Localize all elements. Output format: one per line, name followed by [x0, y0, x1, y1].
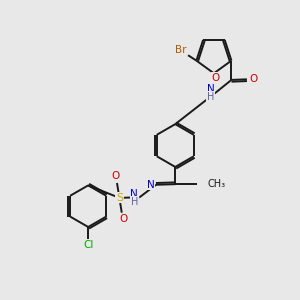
- Text: Cl: Cl: [83, 240, 93, 250]
- Text: S: S: [116, 193, 123, 203]
- Text: H: H: [207, 92, 214, 102]
- Text: H: H: [130, 197, 138, 207]
- Text: N: N: [207, 84, 214, 94]
- Text: N: N: [130, 189, 138, 199]
- Text: Br: Br: [175, 45, 186, 55]
- Text: O: O: [111, 172, 120, 182]
- Text: CH₃: CH₃: [207, 179, 225, 189]
- Text: O: O: [119, 214, 128, 224]
- Text: O: O: [249, 74, 257, 84]
- Text: O: O: [211, 73, 220, 83]
- Text: N: N: [147, 180, 154, 190]
